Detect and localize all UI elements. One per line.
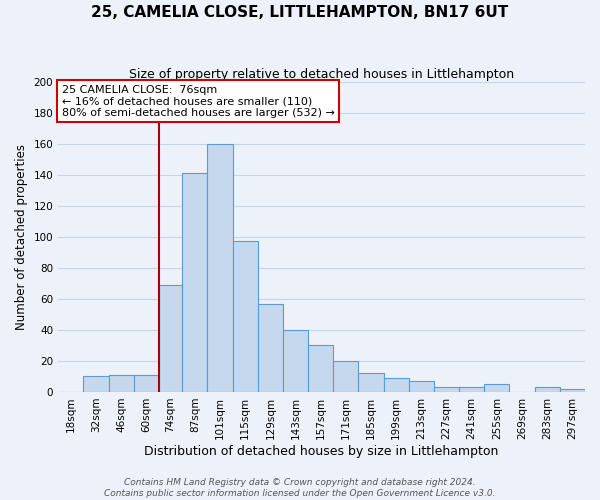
- Bar: [109, 375, 134, 392]
- Bar: [333, 361, 358, 392]
- Y-axis label: Number of detached properties: Number of detached properties: [15, 144, 28, 330]
- Bar: [182, 173, 208, 392]
- Bar: [358, 374, 383, 392]
- Bar: [409, 381, 434, 392]
- Bar: [383, 378, 409, 392]
- Bar: [535, 388, 560, 392]
- Text: 25 CAMELIA CLOSE:  76sqm
← 16% of detached houses are smaller (110)
80% of semi-: 25 CAMELIA CLOSE: 76sqm ← 16% of detache…: [62, 85, 335, 118]
- Text: Contains HM Land Registry data © Crown copyright and database right 2024.
Contai: Contains HM Land Registry data © Crown c…: [104, 478, 496, 498]
- Bar: [208, 144, 233, 392]
- Bar: [258, 304, 283, 392]
- X-axis label: Distribution of detached houses by size in Littlehampton: Distribution of detached houses by size …: [145, 444, 499, 458]
- Bar: [459, 388, 484, 392]
- Bar: [434, 388, 459, 392]
- Bar: [484, 384, 509, 392]
- Bar: [560, 389, 585, 392]
- Bar: [308, 346, 333, 392]
- Bar: [83, 376, 109, 392]
- Text: 25, CAMELIA CLOSE, LITTLEHAMPTON, BN17 6UT: 25, CAMELIA CLOSE, LITTLEHAMPTON, BN17 6…: [91, 5, 509, 20]
- Bar: [233, 242, 258, 392]
- Bar: [159, 285, 182, 392]
- Bar: [283, 330, 308, 392]
- Title: Size of property relative to detached houses in Littlehampton: Size of property relative to detached ho…: [129, 68, 514, 80]
- Bar: [134, 375, 159, 392]
